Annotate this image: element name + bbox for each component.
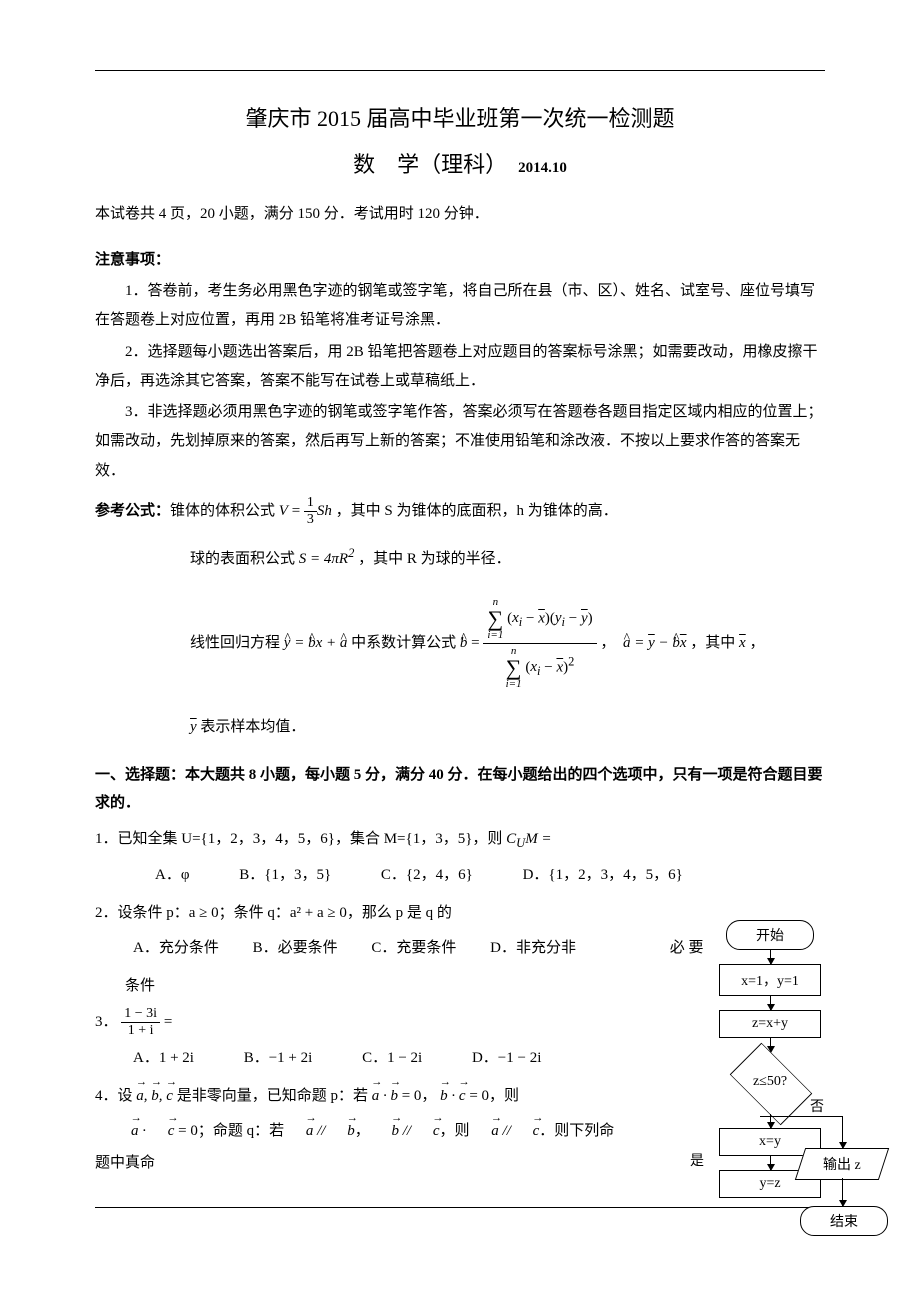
q1-U: U: [516, 836, 525, 850]
page: 肇庆市 2015 届高中毕业班第一次统一检测题 数 学（理科） 2014.10 …: [0, 0, 920, 1228]
fc-arrow: [770, 1038, 771, 1052]
reg-post3: ，: [749, 635, 764, 651]
section1-head: 一、选择题：本大题共 8 小题，每小题 5 分，满分 40 分．在每小题给出的四…: [95, 761, 825, 818]
fc-init: x=1，y=1: [719, 964, 821, 996]
formula-reg-tail: y 表示样本均值．: [190, 708, 825, 747]
formula-label: 参考公式：: [95, 503, 170, 519]
reg-post1: ，: [600, 635, 615, 651]
q1: 1．已知全集 U={1，2，3，4，5，6}，集合 M={1，3，5}，则 CU…: [95, 824, 825, 856]
fc-yes: 是: [690, 1150, 704, 1170]
reg-frac-num: n ∑ i=1 (xi − x)(yi − y): [483, 595, 596, 644]
q2-B: B．必要条件: [253, 933, 338, 965]
top-rule: [95, 70, 825, 71]
ahat2: a: [623, 635, 631, 651]
exam-title: 肇庆市 2015 届高中毕业班第一次统一检测题: [95, 101, 825, 133]
notice-p2: 2．选择题每小题选出答案后，用 2B 铅笔把答题卷上对应题目的答案标号涂黑；如需…: [95, 338, 825, 397]
q3-C: C．1 − 2i: [362, 1043, 422, 1075]
ahat1: a: [340, 635, 348, 651]
bhat1: b: [308, 635, 316, 651]
sphere-post: ，其中 R 为球的半径．: [358, 551, 511, 567]
fc-arrow: [770, 996, 771, 1010]
q3-den: 1 + i: [121, 1023, 160, 1039]
q4-mid1: 是非零向量，已知命题 p：若: [177, 1088, 368, 1104]
q1-A: A．φ: [155, 860, 190, 892]
fc-arrow: [770, 950, 771, 964]
q1-D: D．{1，2，3，4，5，6}: [523, 860, 683, 892]
q1-stem: 1．已知全集 U={1，2，3，4，5，6}，集合 M={1，3，5}，则: [95, 831, 502, 847]
frac-1-3: 1 3: [304, 495, 317, 528]
q1-opts: A．φ B．{1，3，5} C．{2，4，6} D．{1，2，3，4，5，6}: [155, 860, 825, 892]
reg-post2: ，其中: [690, 635, 735, 651]
sphere-sup: 2: [348, 546, 354, 560]
reg-mid: 中系数计算公式: [351, 635, 456, 651]
bhat2: b: [460, 635, 468, 651]
cone-V: V: [279, 503, 288, 519]
reg-tail: 表示样本均值．: [200, 719, 305, 735]
q3-B: B．−1 + 2i: [244, 1043, 313, 1075]
fc-calc: z=x+y: [719, 1010, 821, 1038]
subject-part2: 学（理科）: [397, 152, 507, 177]
sum-bot: n ∑ i=1: [506, 646, 522, 690]
yhat: y: [284, 635, 291, 651]
notice-p3: 3．非选择题必须用黑色字迹的钢笔或签字笔作答，答案必须写在答题卷各题目指定区域内…: [95, 398, 825, 486]
fc-varrow-no: [842, 1116, 843, 1148]
q2-C: C．充要条件: [371, 933, 456, 965]
reg-frac: n ∑ i=1 (xi − x)(yi − y) n ∑ i=1 (xi − x…: [483, 595, 596, 692]
sphere-expr: S = 4πR: [299, 551, 348, 567]
bhat3: b: [672, 635, 680, 651]
q3-D: D．−1 − 2i: [472, 1043, 541, 1075]
q3-stem: 3．: [95, 1014, 118, 1030]
subject-part1: 数: [353, 152, 375, 177]
exam-intro: 本试卷共 4 页，20 小题，满分 150 分．考试用时 120 分钟．: [95, 201, 825, 228]
q1-C: C: [506, 831, 516, 847]
flowchart: 开始 x=1，y=1 z=x+y z≤50? 是 x=y y=z 否 输出 z …: [640, 920, 880, 1198]
q3-frac: 1 − 3i 1 + i: [121, 1006, 160, 1039]
fc-cond-wrap: z≤50?: [715, 1052, 825, 1114]
reg-x: x: [316, 635, 323, 651]
cone-Sh: Sh: [317, 503, 332, 519]
sum-top: n ∑ i=1: [487, 597, 503, 641]
fc-hline-no: [760, 1116, 842, 1117]
fc-varrow-out: [842, 1178, 843, 1206]
fc-arrow: [770, 1156, 771, 1170]
cone-post: ，其中 S 为锥体的底面积，h 为锥体的高．: [336, 503, 618, 519]
q1-M: M =: [525, 831, 551, 847]
q3-eq: =: [160, 1014, 172, 1030]
q1-B: B．{1，3，5}: [239, 860, 331, 892]
cone-pre: 锥体的体积公式: [170, 503, 275, 519]
reg-pre: 线性回归方程: [190, 635, 280, 651]
formula-regression: 线性回归方程 y = bx + a 中系数计算公式 b = n ∑ i=1 (x…: [190, 595, 825, 692]
xbar-tail: x: [739, 635, 746, 651]
q4-pre: 4．设: [95, 1088, 133, 1104]
fc-start: 开始: [726, 920, 814, 950]
fc-no: 否: [810, 1096, 824, 1116]
notice-label: 注意事项：: [95, 248, 825, 269]
fc-output: 输出 z: [795, 1148, 889, 1180]
q2-A: A．充分条件: [133, 933, 219, 965]
reg-frac-den: n ∑ i=1 (xi − x)2: [483, 644, 596, 692]
exam-subtitle: 数 学（理科） 2014.10: [95, 147, 825, 179]
ybar: y: [190, 719, 197, 735]
q2-D: D．非充分非: [490, 933, 576, 965]
frac-num: 1: [304, 495, 317, 512]
formula-sphere: 球的表面积公式 S = 4πR2 ，其中 R 为球的半径．: [190, 537, 825, 579]
q3-A: A．1 + 2i: [133, 1043, 194, 1075]
q1-C: C．{2，4，6}: [381, 860, 473, 892]
formula-cone: 参考公式：锥体的体积公式 V = 1 3 Sh ，其中 S 为锥体的底面积，h …: [95, 492, 825, 531]
bottom-rule: [95, 1207, 825, 1208]
exam-date: 2014.10: [518, 160, 567, 176]
notice-p1: 1．答卷前，考生务必用黑色字迹的钢笔或签字笔，将自己所在县（市、区）、姓名、试室…: [95, 277, 825, 336]
sphere-pre: 球的表面积公式: [190, 551, 295, 567]
frac-den: 3: [304, 512, 317, 528]
fc-cond: z≤50?: [715, 1074, 825, 1090]
fc-end: 结束: [800, 1206, 888, 1236]
q3-num: 1 − 3i: [121, 1006, 160, 1023]
